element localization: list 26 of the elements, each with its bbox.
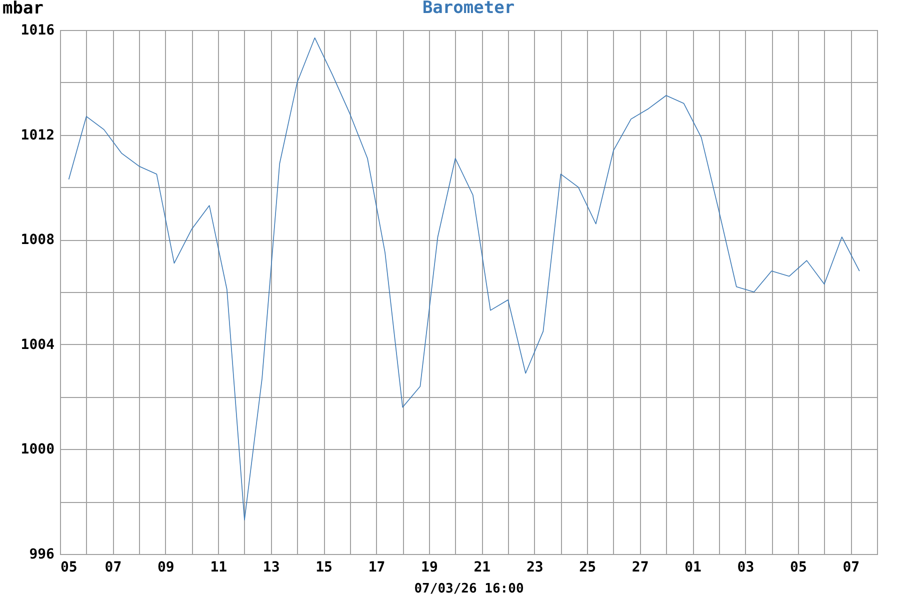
x-axis-title: 07/03/26 16:00 (414, 582, 524, 596)
chart-title: Barometer (422, 0, 515, 18)
x-tick-label: 11 (210, 560, 228, 576)
y-tick-label: 996 (29, 546, 54, 562)
x-tick-label: 25 (579, 560, 596, 576)
x-tick-label: 13 (262, 560, 280, 576)
x-tick-label: 07 (842, 560, 860, 576)
line-series (68, 37, 860, 520)
y-tick-label: 1016 (20, 22, 54, 38)
x-tick-label: 03 (737, 560, 754, 576)
y-tick-label: 1012 (20, 127, 54, 144)
x-tick-label: 19 (421, 560, 438, 576)
x-tick-label: 05 (790, 560, 807, 576)
x-tick-label: 23 (526, 560, 544, 576)
x-tick-label: 15 (316, 560, 332, 576)
x-tick-label: 17 (368, 560, 386, 576)
y-tick-label: 1000 (20, 442, 54, 458)
x-tick-label: 01 (684, 560, 702, 576)
x-tick-label: 21 (474, 560, 491, 576)
y-axis-title: mbar (2, 0, 44, 18)
x-tick-label: 05 (60, 560, 78, 576)
y-tick-label: 1004 (20, 336, 54, 353)
x-tick-label: 27 (632, 560, 649, 576)
x-tick-label: 07 (104, 560, 122, 576)
y-tick-label: 1008 (20, 232, 54, 248)
x-tick-label: 09 (157, 560, 174, 576)
